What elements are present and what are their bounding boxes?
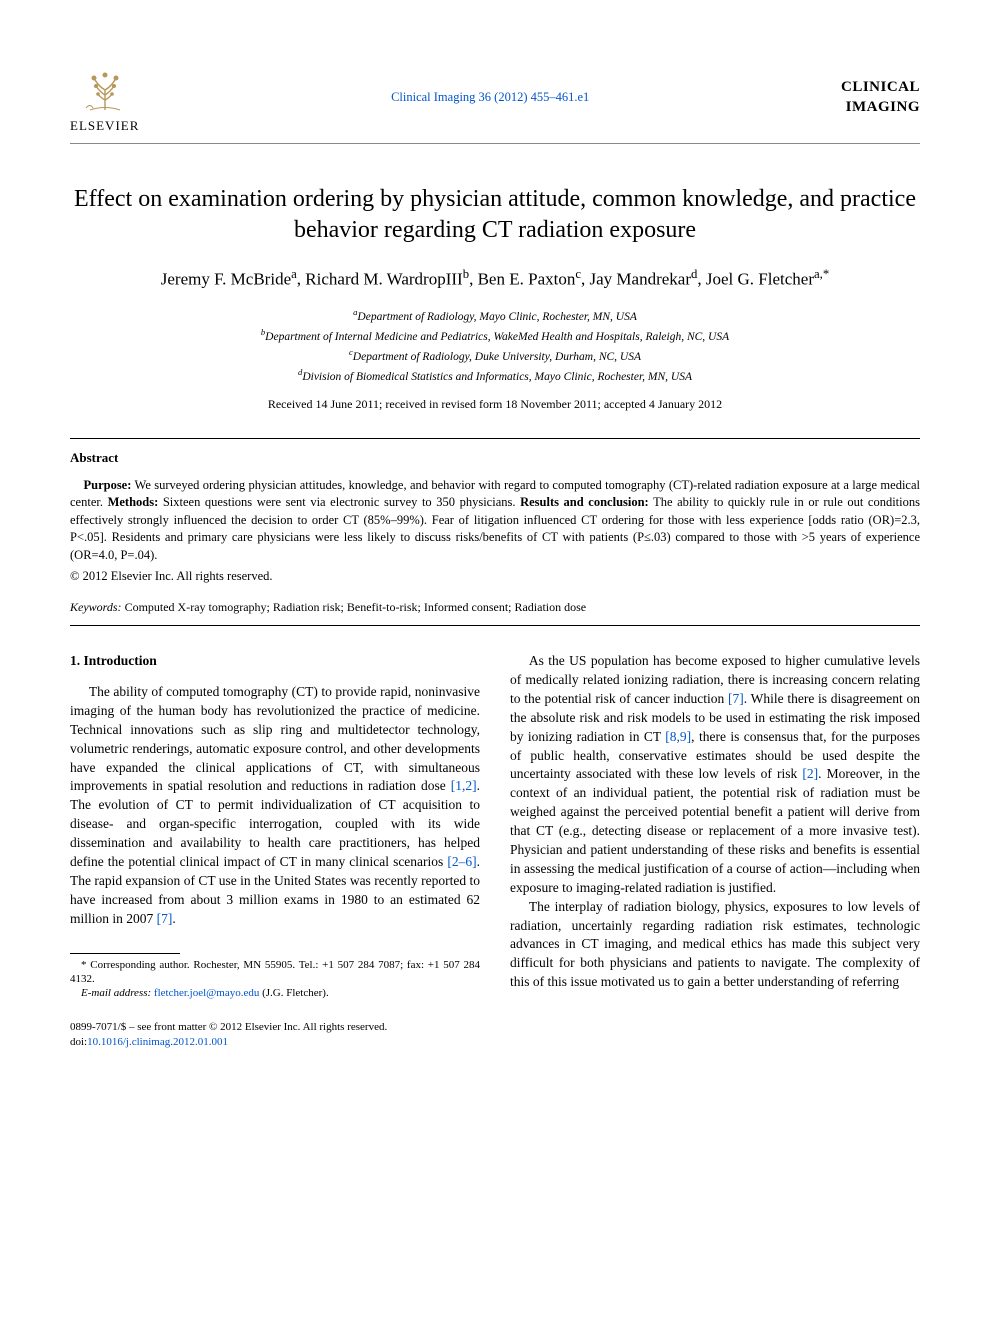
- doi-link[interactable]: 10.1016/j.clinimag.2012.01.001: [87, 1036, 228, 1048]
- intro-para-3: The interplay of radiation biology, phys…: [510, 898, 920, 992]
- article-body: 1. Introduction The ability of computed …: [70, 652, 920, 1049]
- purpose-label: Purpose:: [83, 478, 131, 492]
- abstract-copyright: © 2012 Elsevier Inc. All rights reserved…: [70, 568, 920, 585]
- footnote-rule: [70, 953, 180, 954]
- ref-link-1-2[interactable]: [1,2]: [451, 778, 477, 793]
- affiliation-d: dDivision of Biomedical Statistics and I…: [70, 366, 920, 386]
- abstract-bottom-rule: [70, 625, 920, 626]
- article-title: Effect on examination ordering by physic…: [70, 184, 920, 246]
- intro-para-2: As the US population has become exposed …: [510, 652, 920, 898]
- ref-link-7b[interactable]: [7]: [728, 691, 744, 706]
- publisher-name: ELSEVIER: [70, 117, 139, 135]
- abstract-top-rule: [70, 438, 920, 439]
- methods-label: Methods:: [108, 495, 159, 509]
- email-attribution: (J.G. Fletcher).: [259, 987, 328, 999]
- introduction-heading: 1. Introduction: [70, 652, 480, 671]
- doi-line: doi:10.1016/j.clinimag.2012.01.001: [70, 1035, 480, 1049]
- article-dates: Received 14 June 2011; received in revis…: [70, 396, 920, 412]
- footer-meta: 0899-7071/$ – see front matter © 2012 El…: [70, 1020, 480, 1049]
- affiliations: aDepartment of Radiology, Mayo Clinic, R…: [70, 306, 920, 386]
- methods-text: Sixteen questions were sent via electron…: [158, 495, 520, 509]
- journal-reference: Clinical Imaging 36 (2012) 455–461.e1: [139, 89, 841, 106]
- authors-line: Jeremy F. McBridea, Richard M. WardropII…: [70, 266, 920, 292]
- intro-para-1: The ability of computed tomography (CT) …: [70, 683, 480, 929]
- ref-link-2[interactable]: [2]: [802, 766, 818, 781]
- keywords-label: Keywords:: [70, 600, 122, 614]
- email-label: E-mail address:: [81, 987, 151, 999]
- affiliation-a: aDepartment of Radiology, Mayo Clinic, R…: [70, 306, 920, 326]
- journal-logo-line2: IMAGING: [841, 97, 920, 117]
- header-rule: [70, 143, 920, 144]
- keywords-text: Computed X-ray tomography; Radiation ris…: [122, 600, 587, 614]
- journal-header: ELSEVIER Clinical Imaging 36 (2012) 455–…: [70, 60, 920, 135]
- abstract-body: Purpose: We surveyed ordering physician …: [70, 477, 920, 565]
- abstract-heading: Abstract: [70, 449, 920, 467]
- elsevier-tree-icon: [80, 60, 130, 115]
- journal-logo-line1: CLINICAL: [841, 77, 920, 97]
- column-right: As the US population has become exposed …: [510, 652, 920, 1049]
- ref-link-8-9[interactable]: [8,9]: [665, 729, 691, 744]
- keywords-line: Keywords: Computed X-ray tomography; Rad…: [70, 599, 920, 615]
- affiliation-c: cDepartment of Radiology, Duke Universit…: [70, 346, 920, 366]
- affiliation-b: bDepartment of Internal Medicine and Ped…: [70, 326, 920, 346]
- issn-line: 0899-7071/$ – see front matter © 2012 El…: [70, 1020, 480, 1034]
- ref-link-2-6[interactable]: [2–6]: [447, 854, 476, 869]
- publisher-block: ELSEVIER: [70, 60, 139, 135]
- journal-logo: CLINICAL IMAGING: [841, 77, 920, 118]
- email-footnote: E-mail address: fletcher.joel@mayo.edu (…: [70, 986, 480, 1000]
- corresponding-email[interactable]: fletcher.joel@mayo.edu: [154, 987, 259, 999]
- ref-link-7[interactable]: [7]: [157, 911, 173, 926]
- column-left: 1. Introduction The ability of computed …: [70, 652, 480, 1049]
- corresponding-footnote: * Corresponding author. Rochester, MN 55…: [70, 958, 480, 987]
- results-label: Results and conclusion:: [520, 495, 649, 509]
